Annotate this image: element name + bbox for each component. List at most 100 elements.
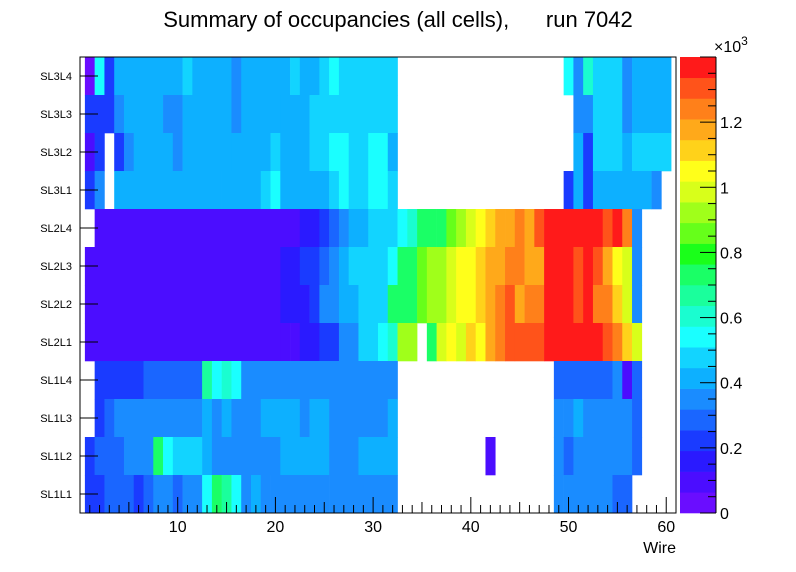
heatmap-cell (632, 95, 672, 134)
heatmap-cell (329, 171, 340, 210)
heatmap-cell (485, 247, 506, 286)
heatmap-cell (182, 95, 232, 134)
heatmap-cell (563, 57, 574, 96)
heatmap-cell (221, 361, 232, 400)
heatmap-cell (612, 475, 633, 514)
y-tick-label: SL3L4 (40, 71, 72, 83)
x-tick-label: 20 (267, 519, 285, 536)
heatmap-cell (592, 361, 613, 400)
heatmap-cell (319, 57, 330, 96)
chart-title: Summary of occupancies (all cells), run … (163, 7, 633, 32)
heatmap-cell (553, 247, 574, 286)
heatmap-cell (338, 285, 359, 324)
heatmap-cell (211, 361, 222, 400)
heatmap-cell (622, 361, 633, 400)
heatmap-cell (632, 399, 643, 438)
heatmap-cell (231, 437, 281, 476)
heatmap-cell (348, 171, 369, 210)
heatmap-cell (387, 171, 398, 210)
heatmap-cell (387, 285, 418, 324)
heatmap-cell (309, 285, 320, 324)
heatmap-cell (329, 57, 340, 96)
heatmap-cell (592, 247, 604, 286)
heatmap-cell (270, 133, 281, 172)
heatmap-cell (544, 323, 555, 362)
heatmap-cell (368, 209, 398, 248)
x-axis: 10 20 30 40 50 60 (89, 497, 675, 536)
heatmap-cell (143, 475, 154, 514)
heatmap-cell (465, 323, 476, 362)
heatmap-cell (280, 285, 310, 324)
heatmap-cell (280, 171, 330, 210)
y-tick-label: SL2L2 (40, 299, 72, 311)
heatmap-cell (329, 437, 359, 476)
color-scale-band (680, 160, 716, 182)
heatmap-cell (553, 475, 564, 514)
heatmap-cell (299, 323, 320, 362)
heatmap-cell (544, 285, 555, 324)
heatmap-cell (123, 133, 135, 172)
heatmap-cell (280, 95, 310, 134)
heatmap-cell (172, 133, 183, 172)
heatmap-cell (622, 95, 633, 134)
y-tick-label: SL2L3 (40, 261, 72, 273)
heatmap-cell (534, 209, 545, 248)
y-tick-label: SL3L1 (40, 185, 72, 197)
color-scale-band (680, 285, 716, 307)
heatmap-cell (299, 399, 310, 438)
heatmap-cell (417, 209, 428, 248)
heatmap-cell (563, 399, 574, 438)
heatmap-cell (202, 437, 213, 476)
heatmap-cell (524, 285, 545, 324)
heatmap-cell (651, 171, 662, 210)
heatmap-cell (192, 57, 232, 96)
heatmap-cell (94, 171, 105, 210)
heatmap-cell (592, 133, 623, 172)
heatmap-cell (563, 437, 574, 476)
heatmap-cell (602, 247, 613, 286)
heatmap-cell (583, 285, 594, 324)
heatmap-cell (397, 323, 418, 362)
x-tick-label: 50 (560, 519, 578, 536)
plot-frame (79, 56, 677, 514)
color-scale-band (680, 222, 716, 244)
x-tick-label: 40 (462, 519, 480, 536)
heatmap-cell (133, 475, 144, 514)
heatmap-cell (514, 285, 525, 324)
heatmap-cell (505, 247, 525, 286)
heatmap-cell (250, 361, 398, 400)
heatmap-cell (495, 285, 506, 324)
color-scale-band (680, 77, 716, 99)
heatmap-cell (104, 57, 115, 96)
heatmap-cell (446, 247, 457, 286)
heatmap-cell (622, 133, 633, 172)
heatmap-cell (368, 323, 379, 362)
heatmap-cell (622, 209, 633, 248)
heatmap-cell (299, 209, 320, 248)
heatmap-cell (632, 247, 643, 286)
y-tick-label: SL1L1 (40, 489, 72, 501)
color-scale-band (680, 119, 716, 141)
heatmap-cell (573, 133, 584, 172)
heatmap-cell (123, 95, 164, 134)
heatmap-cell (465, 209, 476, 248)
y-tick-label: SL3L3 (40, 109, 72, 121)
heatmap-cell (553, 399, 564, 438)
heatmap-cell (114, 57, 183, 96)
heatmap-cell (456, 247, 476, 286)
color-scale-band (680, 471, 716, 493)
heatmap-cell (338, 399, 379, 438)
heatmap-cell (241, 475, 252, 514)
heatmap-cell (104, 475, 115, 514)
color-scale-band (680, 202, 716, 224)
z-tick-label: 0.2 (720, 441, 742, 458)
z-tick-label: 0.4 (720, 376, 742, 393)
heatmap-cell (485, 209, 496, 248)
heatmap-cell (299, 247, 320, 286)
heatmap-cell (397, 209, 408, 248)
heatmap-cell (622, 323, 633, 362)
z-tick-label: 0.6 (720, 311, 742, 328)
heatmap-cell (114, 399, 193, 438)
color-scale-band (680, 181, 716, 203)
y-tick-label: SL2L1 (40, 337, 72, 349)
